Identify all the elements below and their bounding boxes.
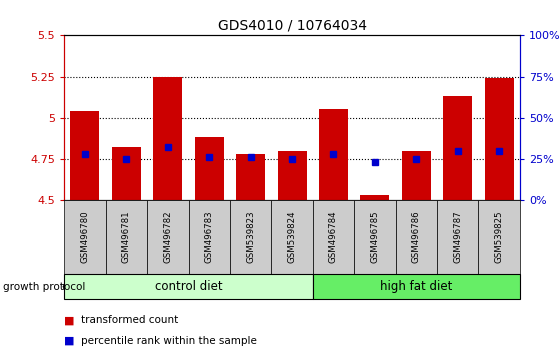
- Text: ■: ■: [64, 336, 75, 346]
- Bar: [153, 76, 182, 200]
- Text: GSM496787: GSM496787: [453, 211, 462, 263]
- Text: GSM496784: GSM496784: [329, 211, 338, 263]
- Text: ■: ■: [64, 315, 75, 325]
- Text: growth protocol: growth protocol: [3, 282, 85, 292]
- Text: GSM496785: GSM496785: [371, 211, 380, 263]
- Text: GSM496782: GSM496782: [163, 211, 172, 263]
- Text: GSM539824: GSM539824: [287, 211, 297, 263]
- Text: GSM496786: GSM496786: [412, 211, 421, 263]
- Bar: [319, 109, 348, 200]
- Text: GSM496780: GSM496780: [80, 211, 89, 263]
- Bar: [361, 195, 390, 200]
- Bar: [70, 111, 100, 200]
- Bar: [278, 151, 306, 200]
- Text: transformed count: transformed count: [81, 315, 178, 325]
- Bar: [195, 137, 224, 200]
- Bar: [236, 154, 265, 200]
- Bar: [402, 151, 431, 200]
- Bar: [112, 147, 141, 200]
- Bar: [485, 78, 514, 200]
- Text: control diet: control diet: [155, 280, 222, 293]
- Text: percentile rank within the sample: percentile rank within the sample: [81, 336, 257, 346]
- Title: GDS4010 / 10764034: GDS4010 / 10764034: [217, 19, 367, 33]
- Text: GSM539823: GSM539823: [246, 211, 255, 263]
- Text: high fat diet: high fat diet: [380, 280, 453, 293]
- Text: GSM496781: GSM496781: [122, 211, 131, 263]
- Text: GSM539825: GSM539825: [495, 211, 504, 263]
- Bar: [443, 96, 472, 200]
- Text: GSM496783: GSM496783: [205, 211, 214, 263]
